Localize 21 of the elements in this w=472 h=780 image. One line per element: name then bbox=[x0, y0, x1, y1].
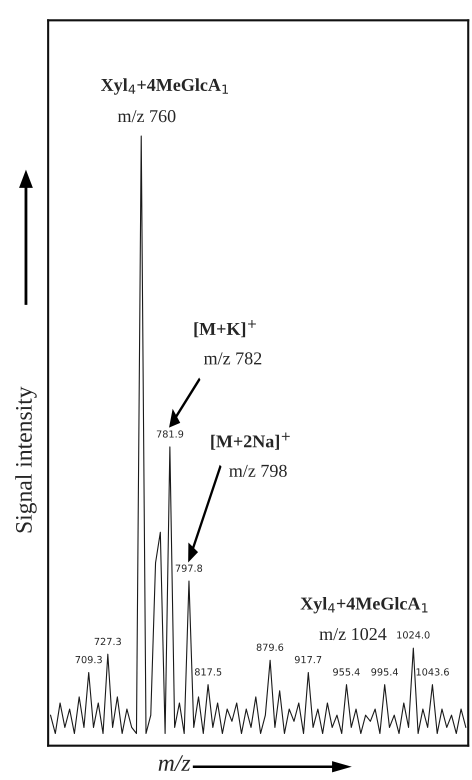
annotation: 955.4 bbox=[333, 668, 360, 676]
annotation: m/z 798 bbox=[229, 464, 287, 477]
annotation: 709.3 bbox=[76, 656, 102, 664]
annotation: 1043.6 bbox=[416, 668, 449, 676]
annotation: 995.4 bbox=[371, 668, 398, 676]
text: m/z 760 bbox=[118, 110, 176, 122]
annotation: m/z 1024 bbox=[319, 628, 387, 640]
annotation: [M+2Na]$^{+}$ bbox=[211, 432, 290, 450]
annotation: 797.8 bbox=[176, 564, 202, 572]
annotation: 727.3 bbox=[94, 638, 121, 646]
x-axis-title: m/z bbox=[158, 755, 190, 771]
text: Xyl$_{4}$+4MeGlcA$_{1}$ bbox=[100, 78, 228, 95]
annotation: 781.9 bbox=[156, 430, 184, 438]
annotation: 917.7 bbox=[294, 656, 322, 664]
annotation: [M+K]$^{+}$ bbox=[194, 320, 256, 338]
annotation: 817.5 bbox=[194, 668, 222, 676]
annotation: 1024.0 bbox=[397, 631, 430, 639]
y-axis-title: Signal intensity bbox=[15, 386, 37, 532]
annotation: Xyl$_{4}$+4MeGlcA$_{1}$ bbox=[300, 596, 428, 614]
annotation: m/z 782 bbox=[204, 352, 262, 364]
annotation: 879.6 bbox=[256, 644, 284, 651]
